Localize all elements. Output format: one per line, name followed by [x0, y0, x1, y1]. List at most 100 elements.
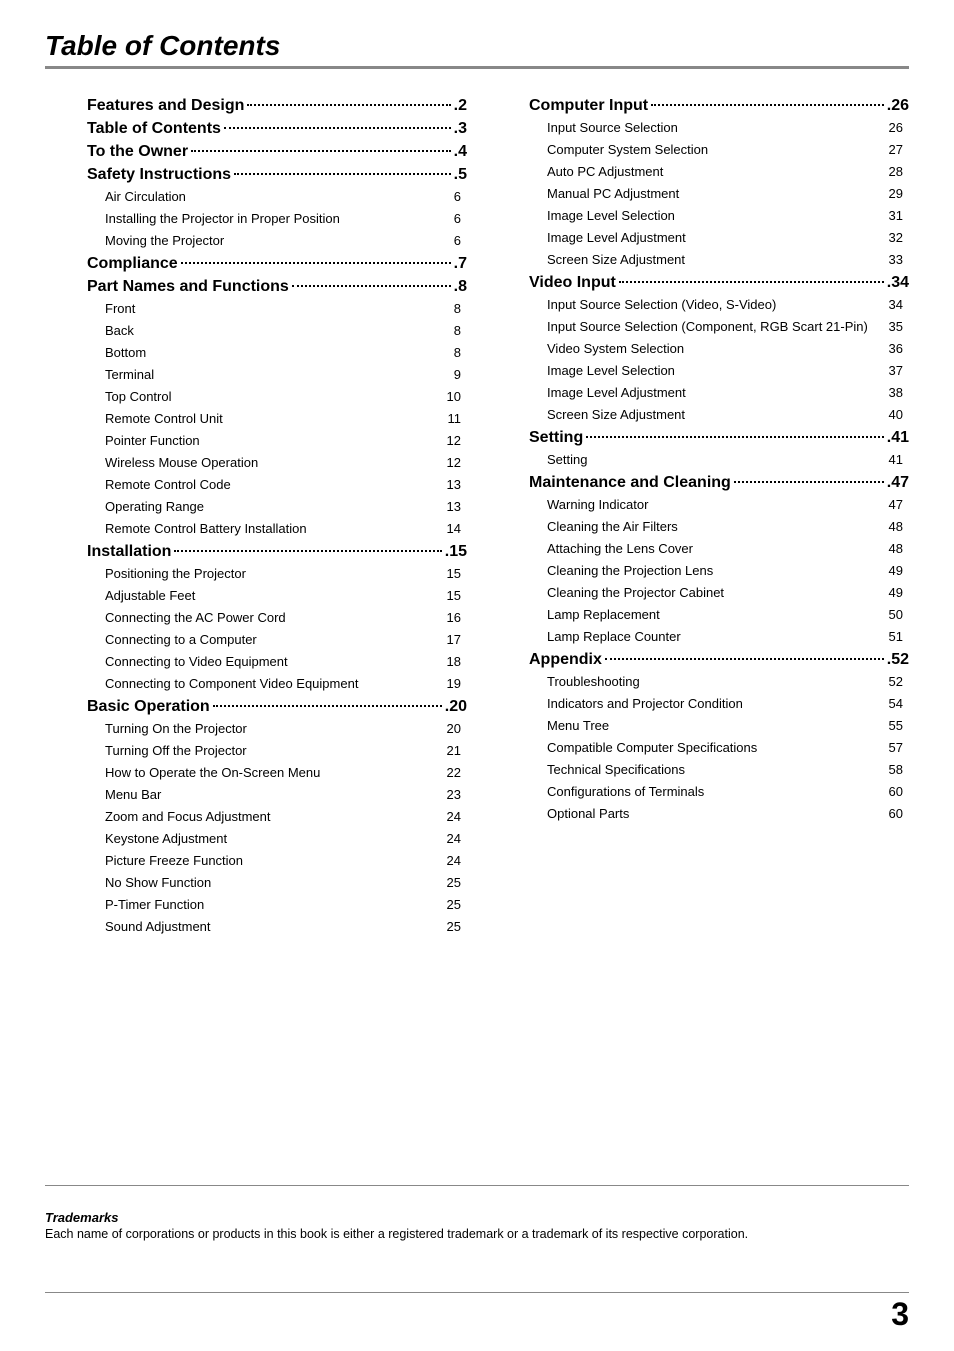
- toc-section-title: Features and Design: [87, 97, 244, 115]
- toc-item-label: Input Source Selection (Video, S-Video): [547, 297, 776, 312]
- toc-item-row: Top Control10: [87, 389, 467, 404]
- toc-item-page: 55: [889, 718, 909, 733]
- toc-item-label: Moving the Projector: [105, 233, 224, 248]
- toc-item-row: Connecting to a Computer17: [87, 632, 467, 647]
- toc-section-row: Compliance.7: [87, 255, 467, 273]
- toc-section-title: Compliance: [87, 255, 178, 273]
- toc-item-page: 10: [447, 389, 467, 404]
- toc-item-label: Remote Control Battery Installation: [105, 521, 307, 536]
- toc-item-label: Image Level Adjustment: [547, 230, 686, 245]
- toc-item-row: Positioning the Projector15: [87, 566, 467, 581]
- toc-item-page: 17: [447, 632, 467, 647]
- toc-section-page: .47: [887, 474, 909, 492]
- toc-item-row: Front8: [87, 301, 467, 316]
- toc-item-label: Connecting to Video Equipment: [105, 654, 288, 669]
- toc-item-page: 32: [889, 230, 909, 245]
- toc-leader-dots: [292, 285, 451, 287]
- toc-section-page: .52: [887, 651, 909, 669]
- toc-item-page: 48: [889, 519, 909, 534]
- toc-item-page: 6: [454, 211, 467, 226]
- toc-item-row: Input Source Selection 26: [529, 120, 909, 135]
- toc-item-row: Terminal9: [87, 367, 467, 382]
- toc-item-row: Input Source Selection (Video, S-Video)3…: [529, 297, 909, 312]
- trademarks-text: Each name of corporations or products in…: [45, 1227, 909, 1241]
- toc-item-page: 54: [889, 696, 909, 711]
- toc-item-row: P-Timer Function25: [87, 897, 467, 912]
- toc-section-title: Part Names and Functions: [87, 278, 289, 296]
- trademarks-block: Trademarks Each name of corporations or …: [45, 1210, 909, 1241]
- toc-item-page: 50: [889, 607, 909, 622]
- toc-leader-dots: [234, 173, 451, 175]
- toc-section-row: Part Names and Functions .8: [87, 278, 467, 296]
- toc-section-page: .5: [454, 166, 467, 184]
- toc-section-page: .15: [445, 543, 467, 561]
- toc-section-row: Safety Instructions .5: [87, 166, 467, 184]
- toc-item-label: Input Source Selection: [547, 120, 678, 135]
- toc-item-label: Optional Parts: [547, 806, 629, 821]
- toc-item-row: Image Level Adjustment 32: [529, 230, 909, 245]
- toc-item-page: 48: [889, 541, 909, 556]
- toc-section-title: Maintenance and Cleaning: [529, 474, 731, 492]
- toc-item-page: 21: [447, 743, 467, 758]
- toc-item-page: 49: [889, 563, 909, 578]
- toc-item-label: No Show Function: [105, 875, 211, 890]
- toc-item-row: Image Level Adjustment38: [529, 385, 909, 400]
- toc-item-page: 28: [889, 164, 909, 179]
- toc-item-row: Remote Control Code13: [87, 477, 467, 492]
- toc-section-page: .4: [454, 143, 467, 161]
- toc-item-label: Troubleshooting: [547, 674, 640, 689]
- toc-column-left: Features and Design.2Table of Contents.3…: [45, 97, 467, 941]
- toc-item-page: 8: [454, 301, 467, 316]
- toc-item-row: Operating Range 13: [87, 499, 467, 514]
- toc-item-label: Image Level Selection: [547, 363, 675, 378]
- toc-item-label: Bottom: [105, 345, 146, 360]
- toc-section-title: To the Owner: [87, 143, 188, 161]
- toc-item-label: Turning Off the Projector: [105, 743, 247, 758]
- toc-item-row: Picture Freeze Function24: [87, 853, 467, 868]
- toc-item-page: 12: [447, 433, 467, 448]
- toc-item-row: Image Level Selection31: [529, 208, 909, 223]
- toc-item-page: 13: [447, 477, 467, 492]
- toc-item-row: Lamp Replacement50: [529, 607, 909, 622]
- toc-section-page: .3: [454, 120, 467, 138]
- toc-item-row: Menu Bar23: [87, 787, 467, 802]
- toc-item-label: Sound Adjustment: [105, 919, 211, 934]
- toc-item-row: Screen Size Adjustment33: [529, 252, 909, 267]
- toc-item-row: Setting41: [529, 452, 909, 467]
- toc-item-row: Installing the Projector in Proper Posit…: [87, 211, 467, 226]
- toc-item-page: 6: [454, 189, 467, 204]
- toc-item-label: Compatible Computer Specifications: [547, 740, 757, 755]
- toc-item-page: 25: [447, 875, 467, 890]
- toc-item-label: Video System Selection: [547, 341, 684, 356]
- toc-item-row: Input Source Selection (Component, RGB S…: [529, 319, 909, 334]
- toc-item-label: Computer System Selection: [547, 142, 708, 157]
- toc-item-label: Indicators and Projector Condition: [547, 696, 743, 711]
- toc-item-page: 6: [454, 233, 467, 248]
- toc-item-row: No Show Function 25: [87, 875, 467, 890]
- toc-item-label: Lamp Replace Counter: [547, 629, 681, 644]
- toc-section-page: .8: [454, 278, 467, 296]
- toc-item-page: 9: [454, 367, 467, 382]
- toc-section-title: Safety Instructions: [87, 166, 231, 184]
- toc-column-right: Computer Input.26Input Source Selection2…: [487, 97, 909, 941]
- toc-item-label: P-Timer Function: [105, 897, 204, 912]
- toc-item-label: Cleaning the Air Filters: [547, 519, 678, 534]
- toc-item-label: Remote Control Unit: [105, 411, 223, 426]
- toc-item-label: Auto PC Adjustment: [547, 164, 663, 179]
- toc-item-row: Turning Off the Projector 21: [87, 743, 467, 758]
- toc-item-row: Compatible Computer Specifications57: [529, 740, 909, 755]
- toc-item-row: Menu Tree55: [529, 718, 909, 733]
- toc-item-page: 11: [448, 411, 468, 426]
- toc-section-row: Basic Operation.20: [87, 698, 467, 716]
- toc-item-label: Positioning the Projector: [105, 566, 246, 581]
- toc-item-label: Operating Range: [105, 499, 204, 514]
- toc-item-row: Auto PC Adjustment 28: [529, 164, 909, 179]
- toc-leader-dots: [224, 127, 451, 129]
- toc-item-page: 51: [889, 629, 909, 644]
- toc-section-row: Installation.15: [87, 543, 467, 561]
- toc-item-page: 13: [447, 499, 467, 514]
- toc-item-page: 16: [447, 610, 467, 625]
- toc-item-page: 26: [889, 120, 909, 135]
- toc-section-title: Basic Operation: [87, 698, 210, 716]
- toc-section-page: .26: [887, 97, 909, 115]
